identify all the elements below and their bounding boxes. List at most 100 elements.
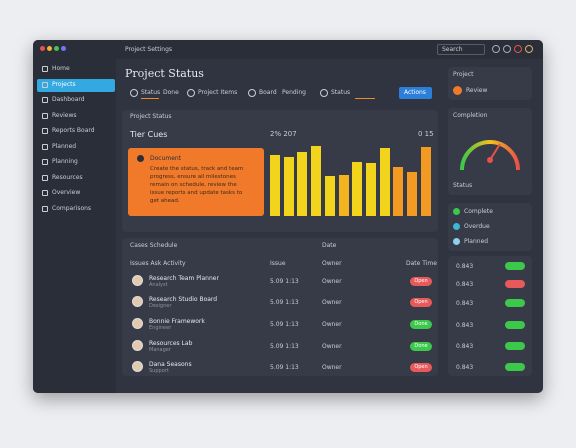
legend-dot — [453, 208, 460, 215]
avatar — [132, 318, 143, 329]
avatar — [132, 340, 143, 351]
filter[interactable]: Pending — [282, 89, 306, 96]
list-pill[interactable] — [505, 280, 525, 288]
nav-item[interactable]: Reports Board — [52, 127, 95, 134]
bar — [420, 147, 431, 216]
list-pill[interactable] — [505, 321, 525, 329]
row-sub: Analyst — [149, 282, 168, 288]
filter[interactable]: Status — [141, 89, 161, 96]
row-owner: Owner — [322, 321, 342, 328]
nav-item[interactable]: Resources — [52, 173, 83, 181]
window-icon[interactable] — [492, 45, 500, 53]
filter[interactable]: Status — [331, 89, 351, 96]
row-owner: Owner — [322, 364, 342, 371]
row-sub: Manager — [149, 347, 171, 353]
person-avatar — [453, 86, 462, 95]
nav-item[interactable]: Projects — [52, 80, 76, 88]
nav-item[interactable]: Overview — [52, 189, 81, 196]
list-pill[interactable] — [505, 299, 525, 307]
filter-icon — [130, 89, 138, 97]
row-name: Research Team Planner — [149, 275, 219, 282]
nav-icon — [42, 128, 48, 134]
action-button[interactable]: Actions — [399, 87, 432, 99]
status-pill[interactable]: Done — [410, 320, 432, 329]
gauge-label: Status — [453, 182, 473, 189]
column-header: Issues Ask Activity — [130, 260, 186, 267]
sidebar — [33, 59, 116, 393]
filter-underline — [141, 98, 159, 99]
row-sub: Support — [149, 368, 169, 374]
filter-underline — [355, 98, 375, 99]
nav-icon — [42, 159, 48, 165]
list-value: 0.843 — [456, 300, 474, 307]
cases-card — [122, 238, 438, 376]
card-total: 2% 207 — [270, 130, 297, 138]
legend-label: Overdue — [464, 223, 490, 230]
list-value: 0.843 — [456, 281, 474, 288]
filter[interactable]: Board — [259, 89, 277, 96]
note-title: Document — [150, 155, 182, 162]
nav-item[interactable]: Dashboard — [52, 96, 85, 103]
column-header: Owner — [322, 260, 342, 267]
list-card — [448, 256, 532, 376]
filter[interactable]: Project Items — [198, 89, 238, 96]
window-icon[interactable] — [503, 45, 511, 53]
row-name: Dana Seasons — [149, 361, 192, 368]
row-time: 5.09 1:13 — [270, 321, 299, 328]
bar — [379, 148, 390, 216]
nav-icon — [42, 190, 48, 196]
filter-icon — [187, 89, 195, 97]
search-box[interactable]: Search — [437, 44, 485, 55]
nav-icon — [42, 81, 48, 88]
window-dot — [47, 46, 52, 51]
nav-icon — [42, 66, 48, 72]
nav-icon — [42, 143, 48, 150]
legend-card — [448, 203, 532, 251]
legend-label: Planned — [464, 238, 489, 245]
nav-icon — [42, 97, 48, 103]
row-name: Research Studio Board — [149, 296, 218, 303]
avatar — [132, 275, 143, 286]
bar — [352, 162, 363, 216]
nav-icon — [42, 174, 48, 181]
row-sub: Engineer — [149, 325, 172, 331]
cases-title: Cases Schedule — [130, 242, 178, 249]
filter[interactable]: Done — [163, 89, 179, 96]
card-count: 0 15 — [418, 130, 434, 138]
project-label: Project — [453, 71, 474, 78]
list-value: 0.843 — [456, 343, 474, 350]
nav-item[interactable]: Reviews — [52, 111, 77, 119]
bar — [270, 155, 280, 216]
row-time: 5.09 1:13 — [270, 364, 299, 371]
person-name: Review — [466, 87, 488, 94]
window-dot — [40, 46, 45, 51]
nav-item[interactable]: Home — [52, 65, 70, 72]
window-title: Project Settings — [125, 46, 173, 53]
list-value: 0.843 — [456, 322, 474, 329]
status-pill[interactable]: Open — [410, 298, 432, 307]
bar — [338, 175, 349, 216]
legend-label: Complete — [464, 208, 493, 215]
window-icon[interactable] — [525, 45, 533, 53]
bar — [297, 152, 308, 216]
status-pill[interactable]: Open — [410, 277, 432, 286]
nav-item[interactable]: Comparisons — [52, 204, 92, 212]
bar — [283, 157, 294, 216]
row-time: 5.09 1:13 — [270, 343, 299, 350]
avatar — [132, 361, 143, 372]
column-header: Date Time — [406, 260, 437, 267]
list-pill[interactable] — [505, 363, 525, 371]
gauge — [460, 140, 520, 171]
row-owner: Owner — [322, 299, 342, 306]
list-pill[interactable] — [505, 342, 525, 350]
status-pill[interactable]: Done — [410, 342, 432, 351]
bar — [365, 163, 376, 216]
row-name: Bonnie Framework — [149, 318, 205, 325]
bar — [407, 172, 417, 216]
nav-item[interactable]: Planned — [52, 142, 77, 150]
window-icon[interactable] — [514, 45, 522, 53]
list-pill[interactable] — [505, 262, 525, 270]
status-pill[interactable]: Open — [410, 363, 432, 372]
nav-item[interactable]: Planning — [52, 158, 78, 165]
